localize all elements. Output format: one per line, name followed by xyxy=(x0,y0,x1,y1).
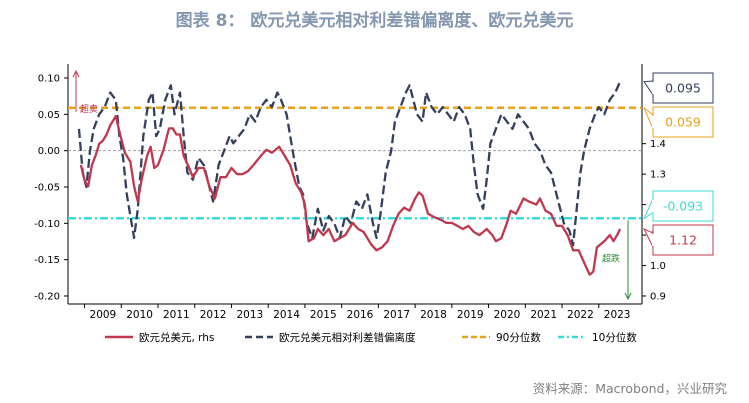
x-tick-label: 2021 xyxy=(530,309,557,321)
callout-label: 0.059 xyxy=(665,115,701,130)
callout-label: -0.093 xyxy=(663,199,703,214)
callout-joint xyxy=(652,82,654,94)
callout-pointer xyxy=(642,198,654,220)
legend-label: 欧元兑美元相对利差错偏离度 xyxy=(279,331,416,344)
left-y-axis: 0.10 0.05 0.00 -0.05 -0.10 -0.15 -0.20 xyxy=(34,74,68,303)
legend: 欧元兑美元, rhs 欧元兑美元相对利差错偏离度 90分位数 10分位数 xyxy=(105,331,637,344)
x-tick-label: 2019 xyxy=(457,309,484,321)
left-tick-label: -0.15 xyxy=(34,255,60,266)
right-tick-label: 1.4 xyxy=(650,139,666,150)
callout-joint xyxy=(652,116,654,128)
x-tick-label: 2011 xyxy=(163,309,190,321)
left-tick-label: 0.00 xyxy=(38,146,60,157)
x-tick-label: 2017 xyxy=(383,309,410,321)
callout-pointer xyxy=(643,107,654,130)
legend-label: 10分位数 xyxy=(592,331,637,344)
plot-frame xyxy=(67,64,643,305)
callout-label: 0.095 xyxy=(665,81,701,96)
right-tick-label: 1.3 xyxy=(650,170,666,181)
x-tick-label: 2015 xyxy=(310,309,337,321)
oversold-arrow-head xyxy=(624,292,632,301)
x-tick-label: 2012 xyxy=(200,309,227,321)
oversold-label: 超跌 xyxy=(602,253,620,265)
left-tick-label: -0.10 xyxy=(34,219,60,230)
x-tick-label: 2014 xyxy=(273,309,300,321)
source-note: 资料来源：Macrobond，兴业研究 xyxy=(532,381,727,396)
x-tick-label: 2010 xyxy=(126,309,153,321)
chart-title: 图表 8： 欧元兑美元相对利差错偏离度、欧元兑美元 xyxy=(175,11,574,31)
callout-pointer xyxy=(643,80,654,96)
left-tick-label: -0.20 xyxy=(34,292,60,303)
x-tick-label: 2018 xyxy=(420,309,447,321)
callout-box xyxy=(652,224,714,256)
callout-pointer xyxy=(642,227,654,248)
callout-box xyxy=(652,190,714,222)
callout-label: 1.12 xyxy=(669,233,697,248)
callout-box xyxy=(652,106,714,138)
left-tick-label: -0.05 xyxy=(34,183,60,194)
callout-joint xyxy=(652,200,654,212)
callout-layer: 0.095 0.059 -0.093 1.12 xyxy=(642,72,714,256)
x-tick-label: 2022 xyxy=(567,309,594,321)
legend-label: 欧元兑美元, rhs xyxy=(139,331,214,344)
x-tick-label: 2013 xyxy=(236,309,263,321)
x-tick-label: 2023 xyxy=(604,309,631,321)
right-tick-label: 1.0 xyxy=(650,261,666,272)
left-tick-label: 0.05 xyxy=(38,110,60,121)
right-tick-label: 0.9 xyxy=(650,292,666,303)
x-tick-label: 2016 xyxy=(347,309,374,321)
callout-box xyxy=(652,72,714,104)
left-tick-label: 0.10 xyxy=(38,74,60,85)
eurusd-series-line xyxy=(79,115,622,276)
overbought-arrow-head xyxy=(72,69,80,78)
callout-joint xyxy=(652,234,654,246)
deviation-series-line xyxy=(77,81,622,247)
overbought-label: 超卖 xyxy=(80,103,98,115)
x-tick-label: 2009 xyxy=(90,309,117,321)
x-axis: 2009 2010 2011 2012 2013 2014 2015 2016 2017 2018… xyxy=(84,304,631,321)
x-tick-label: 2020 xyxy=(494,309,521,321)
legend-label: 90分位数 xyxy=(496,331,541,344)
series-layer xyxy=(77,81,622,276)
